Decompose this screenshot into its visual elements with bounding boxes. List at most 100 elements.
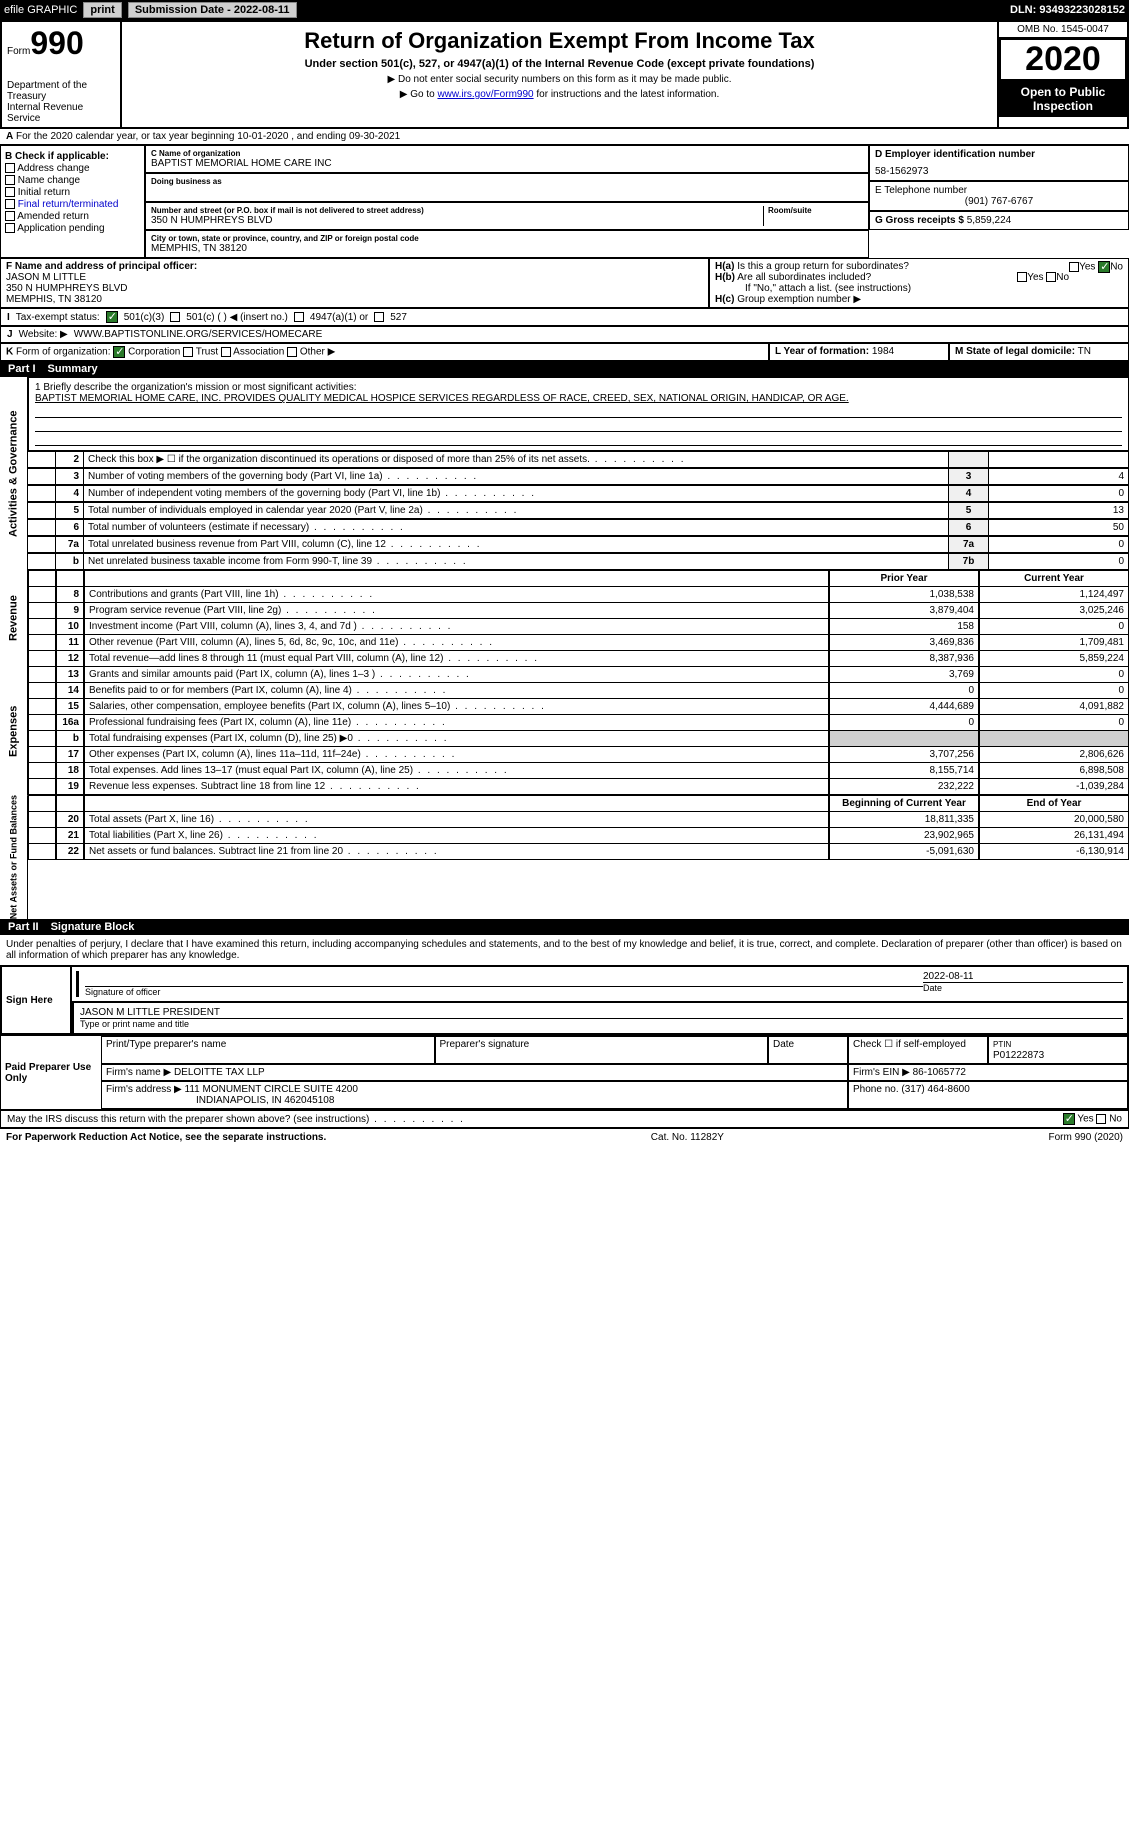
form-title: Return of Organization Exempt From Incom… xyxy=(128,28,991,54)
part1-title: Summary xyxy=(48,363,98,375)
line-l: L Year of formation: 1984 xyxy=(769,343,949,361)
data-row: b Total fundraising expenses (Part IX, c… xyxy=(28,731,1129,747)
data-row: 19 Revenue less expenses. Subtract line … xyxy=(28,779,1129,795)
line-k: K Form of organization: Corporation Trus… xyxy=(0,343,769,361)
vlabel-netassets: Net Assets or Fund Balances xyxy=(0,795,28,919)
summary-row: 5 Total number of individuals employed i… xyxy=(28,502,1129,519)
line-klm: K Form of organization: Corporation Trus… xyxy=(0,343,1129,361)
line-a: A For the 2020 calendar year, or tax yea… xyxy=(0,129,1129,145)
line-j: J Website: ▶ WWW.BAPTISTONLINE.ORG/SERVI… xyxy=(0,326,1129,343)
data-row: 12 Total revenue—add lines 8 through 11 … xyxy=(28,651,1129,667)
ptin-cell: PTINP01222873 xyxy=(988,1036,1128,1064)
city-state-zip: MEMPHIS, TN 38120 xyxy=(151,243,863,254)
dln: DLN: 93493223028152 xyxy=(1010,4,1125,16)
netassets-block: Net Assets or Fund Balances Beginning of… xyxy=(0,795,1129,919)
phone-value: (901) 767-6767 xyxy=(875,196,1123,207)
summary-row: 4 Number of independent voting members o… xyxy=(28,485,1129,502)
data-row: 9 Program service revenue (Part VIII, li… xyxy=(28,603,1129,619)
tax-year: 2020 xyxy=(999,38,1127,81)
footer-left: For Paperwork Reduction Act Notice, see … xyxy=(6,1132,326,1143)
org-name-row: C Name of organization BAPTIST MEMORIAL … xyxy=(145,145,869,173)
summary-row: 6 Total number of volunteers (estimate i… xyxy=(28,519,1129,536)
expenses-block: Expenses 13 Grants and similar amounts p… xyxy=(0,667,1129,795)
mission-text: BAPTIST MEMORIAL HOME CARE, INC. PROVIDE… xyxy=(35,393,1122,404)
b-checkboxes: B Check if applicable: Address change Na… xyxy=(0,145,145,258)
vlabel-expenses: Expenses xyxy=(0,667,28,795)
line-i: I Tax-exempt status: 501(c)(3) 501(c) ( … xyxy=(0,308,1129,326)
line-m: M State of legal domicile: TN xyxy=(949,343,1129,361)
officer-name-title: JASON M LITTLE PRESIDENT xyxy=(80,1007,1123,1019)
rev-header: Prior Year Current Year xyxy=(28,570,1129,587)
note-ssn: ▶ Do not enter social security numbers o… xyxy=(128,74,991,85)
data-row: 14 Benefits paid to or for members (Part… xyxy=(28,683,1129,699)
data-row: 8 Contributions and grants (Part VIII, l… xyxy=(28,587,1129,603)
website-value: WWW.BAPTISTONLINE.ORG/SERVICES/HOMECARE xyxy=(74,329,323,340)
irs-link[interactable]: www.irs.gov/Form990 xyxy=(437,89,533,100)
c-block: C Name of organization BAPTIST MEMORIAL … xyxy=(145,145,869,258)
section-b: B Check if applicable: Address change Na… xyxy=(0,145,1129,258)
h-block: H(a) Is this a group return for subordin… xyxy=(709,258,1129,308)
b-header: B Check if applicable: xyxy=(5,151,140,162)
prep-row1: Print/Type preparer's name Preparer's si… xyxy=(101,1036,1128,1064)
chk-amended[interactable]: Amended return xyxy=(5,211,140,222)
summary-row: 7a Total unrelated business revenue from… xyxy=(28,536,1129,553)
sign-here-block: Sign Here Signature of officer 2022-08-1… xyxy=(0,965,1129,1035)
summary-row: b Net unrelated business taxable income … xyxy=(28,553,1129,570)
penalty-text: Under penalties of perjury, I declare th… xyxy=(0,935,1129,965)
officer-addr: 350 N HUMPHREYS BLVD xyxy=(6,283,703,294)
chk-initial-return[interactable]: Initial return xyxy=(5,187,140,198)
g-gross: G Gross receipts $ 5,859,224 xyxy=(869,211,1129,230)
d-ein: D Employer identification number 58-1562… xyxy=(869,145,1129,181)
print-button[interactable]: print xyxy=(83,2,121,18)
footer-mid: Cat. No. 11282Y xyxy=(651,1132,724,1143)
net-header: Beginning of Current Year End of Year xyxy=(28,795,1129,812)
sig-name-row: JASON M LITTLE PRESIDENT Type or print n… xyxy=(71,1002,1128,1034)
efile-label: efile GRAPHIC xyxy=(4,4,77,16)
chk-name-change[interactable]: Name change xyxy=(5,175,140,186)
discuss-line: May the IRS discuss this return with the… xyxy=(0,1110,1129,1128)
right-header: OMB No. 1545-0047 2020 Open to Public In… xyxy=(998,21,1128,128)
vlabel-governance: Activities & Governance xyxy=(0,377,28,570)
chk-final-return[interactable]: Final return/terminated xyxy=(5,199,140,210)
chk-application-pending[interactable]: Application pending xyxy=(5,223,140,234)
addr-row: Number and street (or P.O. box if mail i… xyxy=(145,202,869,230)
data-row: 17 Other expenses (Part IX, column (A), … xyxy=(28,747,1129,763)
f-h-row: F Name and address of principal officer:… xyxy=(0,258,1129,308)
part2-num: Part II xyxy=(8,921,39,933)
chk-address-change[interactable]: Address change xyxy=(5,163,140,174)
dept-treasury: Department of the Treasury Internal Reve… xyxy=(7,80,115,124)
e-phone: E Telephone number (901) 767-6767 xyxy=(869,181,1129,211)
part1-num: Part I xyxy=(8,363,36,375)
form-number-cell: Form990 Department of the Treasury Inter… xyxy=(1,21,121,128)
part2-header: Part II Signature Block xyxy=(0,919,1129,935)
corp-checked xyxy=(113,346,125,358)
summary-block: Activities & Governance 1 Briefly descri… xyxy=(0,377,1129,570)
part2-title: Signature Block xyxy=(51,921,135,933)
top-bar: efile GRAPHIC print Submission Date - 20… xyxy=(0,0,1129,20)
firm-name: DELOITTE TAX LLP xyxy=(174,1067,265,1078)
title-block: Return of Organization Exempt From Incom… xyxy=(121,21,998,128)
part1-header: Part I Summary xyxy=(0,361,1129,377)
data-row: 16a Professional fundraising fees (Part … xyxy=(28,715,1129,731)
data-row: 21 Total liabilities (Part X, line 26) 2… xyxy=(28,828,1129,844)
omb-number: OMB No. 1545-0047 xyxy=(999,22,1127,38)
data-row: 13 Grants and similar amounts paid (Part… xyxy=(28,667,1129,683)
prep-row2: Firm's name ▶ DELOITTE TAX LLP Firm's EI… xyxy=(101,1064,1128,1081)
summary-row: 2 Check this box ▶ ☐ if the organization… xyxy=(28,451,1129,468)
form-label: Form xyxy=(7,46,30,57)
revenue-block: Revenue Prior Year Current Year 8 Contri… xyxy=(0,570,1129,667)
discuss-yes-checked xyxy=(1063,1113,1075,1125)
501c3-checked xyxy=(106,311,118,323)
prep-row3: Firm's address ▶ 111 MONUMENT CIRCLE SUI… xyxy=(101,1081,1128,1109)
summary-row: 3 Number of voting members of the govern… xyxy=(28,468,1129,485)
vlabel-revenue: Revenue xyxy=(0,570,28,667)
sig-date: 2022-08-11 xyxy=(923,971,1123,983)
data-row: 22 Net assets or fund balances. Subtract… xyxy=(28,844,1129,860)
form-subtitle: Under section 501(c), 527, or 4947(a)(1)… xyxy=(128,58,991,70)
form-header: Form990 Department of the Treasury Inter… xyxy=(0,20,1129,129)
mission-block: 1 Briefly describe the organization's mi… xyxy=(28,377,1129,451)
street-address: 350 N HUMPHREYS BLVD xyxy=(151,215,763,226)
gross-receipts: 5,859,224 xyxy=(967,215,1012,226)
open-public: Open to Public Inspection xyxy=(999,81,1127,117)
firm-ein: 86-1065772 xyxy=(913,1067,966,1078)
